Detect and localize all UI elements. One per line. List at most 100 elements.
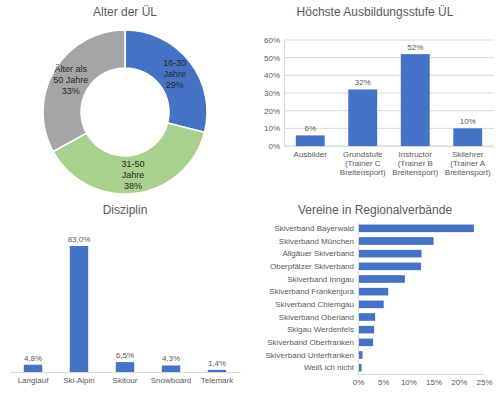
tick-label: Snowboard (151, 376, 191, 385)
tick-label: Oberpfälzer Skiverband (270, 262, 354, 271)
bars (296, 54, 482, 146)
tick-label: Skiverband Frankenjura (269, 287, 354, 296)
text-line: Ski-Alpin (63, 376, 95, 385)
tick-label: Allgäuer Skiverband (282, 249, 354, 258)
data-label: 29% (166, 80, 184, 90)
axis-line (359, 374, 485, 375)
tick-label: Skigau Werdenfels (287, 325, 354, 334)
bar (453, 128, 482, 146)
grid-line (284, 93, 494, 94)
text-line: Skitour (113, 376, 138, 385)
text-line: Ausbilder (294, 150, 328, 159)
tick: Grundstufe(Trainer CBreitensport) (340, 146, 386, 177)
bars (358, 225, 474, 372)
canvas: Alter der ÜL16-30Jahre29%31-50Jahre38%Äl… (0, 0, 500, 400)
text-line: Langlauf (18, 376, 49, 385)
text-line: Breitensport) (340, 168, 386, 177)
tick: Skitour (113, 372, 138, 385)
tick-label: 15% (426, 378, 442, 387)
data-labels: 6%32%52%10% (304, 43, 475, 133)
tick: Weiß ich nicht (304, 363, 358, 372)
tick: Instructor(Trainer BBreitensport) (392, 146, 438, 177)
tick-label: 30% (264, 89, 280, 98)
chart-title: Alter der ÜL (93, 5, 157, 19)
text-line: Grundstufe (343, 150, 383, 159)
axis-line (11, 372, 241, 373)
tick: 15% (426, 374, 442, 387)
data-label: 4,8% (24, 354, 42, 363)
bar (358, 288, 388, 296)
tick-label: Skiverband Inngau (287, 275, 354, 284)
text-line: Breitensport) (445, 168, 491, 177)
tick: 0% (268, 142, 284, 151)
y-axis: 0%10%20%30%40%50%60% (264, 36, 285, 151)
bar (358, 326, 374, 334)
bar (358, 225, 474, 233)
grid-line (284, 57, 494, 58)
tick: Ausbilder (294, 146, 328, 159)
slice-category: 16-30Jahre (163, 58, 186, 79)
tick: 40% (264, 71, 284, 80)
slice-category: 31-50Jahre (121, 159, 144, 180)
tick: 10% (264, 124, 284, 133)
grid (284, 40, 494, 146)
text-line: Jahre (122, 170, 145, 180)
y-axis: Skiverband BayerwaldSkiverband MünchenAl… (266, 223, 359, 375)
text-line: Telemark (201, 376, 234, 385)
tick-label: 0% (353, 378, 365, 387)
tick-label: Skiverband Unterfranken (266, 351, 355, 360)
text-line: 16-30 (163, 58, 186, 68)
bar (348, 89, 377, 146)
tick: Skiverband Inngau (287, 275, 358, 284)
axis-line (284, 41, 285, 147)
tick-label: 10% (264, 124, 280, 133)
tick: Skiverband Oberland (279, 313, 358, 322)
tick: Skiverband Bayerwald (274, 224, 358, 233)
tick-label: 20% (451, 378, 467, 387)
tick: Ski-Alpin (63, 372, 95, 385)
tick-label: Weiß ich nicht (304, 363, 355, 372)
tick: Skiverband Frankenjura (269, 287, 358, 296)
tick-label: Ausbilder (294, 150, 328, 159)
chart-title: Disziplin (103, 203, 148, 217)
axis-line (285, 146, 495, 147)
grid-line (284, 110, 494, 111)
axis-line (358, 223, 359, 375)
text-line: (Trainer B (398, 159, 433, 168)
tick: Skiverband Oberfranken (267, 338, 358, 347)
tick-label: Skiverband Bayerwald (274, 224, 354, 233)
bar (358, 301, 384, 309)
text-line: Snowboard (151, 376, 191, 385)
bar (24, 365, 42, 372)
tick: 5% (378, 374, 390, 387)
bar (208, 370, 226, 372)
text-line: Skilehrer (452, 150, 484, 159)
data-label: 6,5% (116, 351, 134, 360)
slice-category: Älter als50 Jahre (53, 64, 88, 85)
bar (358, 313, 375, 321)
tick: Snowboard (151, 372, 191, 385)
text-line: Breitensport) (392, 168, 438, 177)
tick-label: Skilehrer(Trainer ABreitensport) (445, 150, 491, 177)
tick: 30% (264, 89, 284, 98)
text-line: 50 Jahre (53, 75, 88, 85)
bar (162, 365, 180, 372)
bar (296, 135, 325, 146)
tick-label: 20% (264, 107, 280, 116)
data-label: 1,4% (208, 359, 226, 368)
tick: Oberpfälzer Skiverband (270, 262, 358, 271)
data-label: 4,3% (162, 354, 180, 363)
tick: Skigau Werdenfels (287, 325, 358, 334)
bar (358, 339, 373, 347)
tick-label: Ski-Alpin (63, 376, 95, 385)
text-line: Instructor (399, 150, 433, 159)
bar (358, 250, 422, 258)
text-line: (Trainer C (345, 159, 381, 168)
text-line: Jahre (164, 69, 187, 79)
data-label: 52% (407, 43, 423, 52)
bar (116, 362, 134, 372)
tick-label: 25% (476, 378, 492, 387)
tick-label: Skitour (113, 376, 138, 385)
data-labels: 4,8%83,0%6,5%4,3%1,4% (24, 235, 226, 368)
pie: 16-30Jahre29%31-50Jahre38%Älter als50 Ja… (43, 30, 207, 194)
